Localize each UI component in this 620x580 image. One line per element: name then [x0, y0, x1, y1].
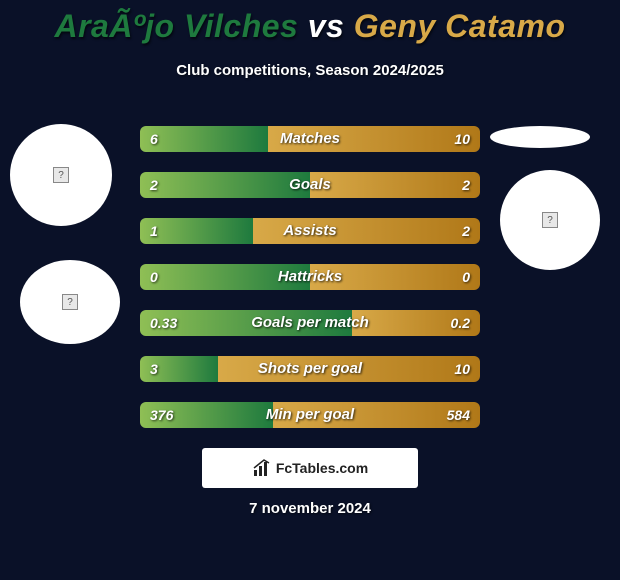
- stat-label: Matches: [140, 126, 480, 152]
- stat-label: Hattricks: [140, 264, 480, 290]
- player2-avatar: ?: [500, 170, 600, 270]
- comparison-title: AraÃºjo Vilches vs Geny Catamo: [0, 8, 620, 45]
- player1-club-badge: ?: [20, 260, 120, 344]
- stat-row: 310Shots per goal: [140, 356, 480, 382]
- stat-label: Goals: [140, 172, 480, 198]
- stat-label: Min per goal: [140, 402, 480, 428]
- subtitle: Club competitions, Season 2024/2025: [0, 62, 620, 79]
- stat-row: 22Goals: [140, 172, 480, 198]
- image-placeholder-icon: ?: [62, 294, 78, 310]
- image-placeholder-icon: ?: [542, 212, 558, 228]
- player1-avatar: ?: [10, 124, 112, 226]
- stat-row: 610Matches: [140, 126, 480, 152]
- brand-text: FcTables.com: [276, 460, 368, 476]
- brand-box: FcTables.com: [202, 448, 418, 488]
- footer-date: 7 november 2024: [0, 500, 620, 517]
- stat-label: Assists: [140, 218, 480, 244]
- player2-shadow-ellipse: [490, 126, 590, 148]
- brand-chart-icon: [252, 458, 272, 478]
- stat-row: 0.330.2Goals per match: [140, 310, 480, 336]
- player1-name: AraÃºjo Vilches: [54, 8, 298, 44]
- player2-name: Geny Catamo: [354, 8, 566, 44]
- image-placeholder-icon: ?: [53, 167, 69, 183]
- vs-text: vs: [298, 8, 353, 44]
- stat-row: 12Assists: [140, 218, 480, 244]
- stat-row: 00Hattricks: [140, 264, 480, 290]
- stat-row: 376584Min per goal: [140, 402, 480, 428]
- stats-bars: 610Matches 22Goals 12Assists 00Hattricks 0.3…: [140, 126, 480, 448]
- stat-label: Goals per match: [140, 310, 480, 336]
- comparison-infographic: { "colors": { "background": "#0a1128", "…: [0, 0, 620, 580]
- stat-label: Shots per goal: [140, 356, 480, 382]
